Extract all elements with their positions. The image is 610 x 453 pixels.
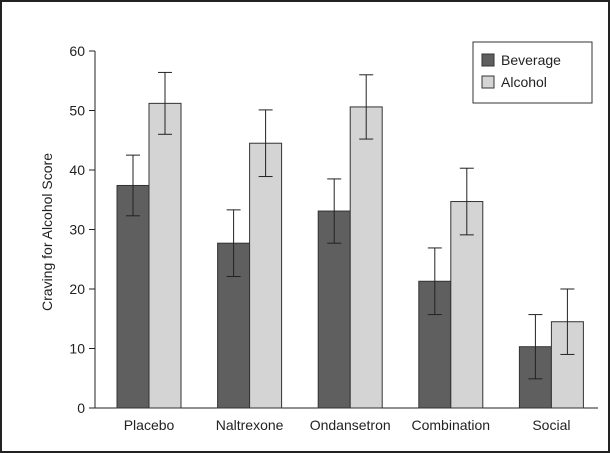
y-tick-label-3: 30: [69, 222, 85, 238]
legend: Beverage Alcohol: [472, 41, 593, 104]
legend-label-beverage: Beverage: [501, 52, 561, 68]
bar-beverage-ondansetron: [317, 210, 351, 409]
y-tick-label-5: 50: [69, 103, 85, 119]
y-tick-label-0: 0: [77, 400, 85, 416]
y-axis: 0 10 20 30 40 50 60: [69, 43, 96, 416]
legend-swatch-alcohol: [481, 75, 495, 89]
y-tick-label-6: 60: [69, 43, 85, 59]
y-tick-label-2: 20: [69, 281, 85, 297]
category-labels: Placebo Naltrexone Ondansetron Combination S…: [124, 417, 571, 433]
bar-alcohol-combination: [450, 201, 484, 409]
bars-group: [116, 102, 584, 409]
bar-alcohol-naltrexone: [249, 142, 283, 409]
legend-label-alcohol: Alcohol: [501, 74, 547, 90]
legend-box: [472, 41, 593, 104]
error-bars-group: [126, 71, 575, 380]
bar-alcohol-placebo: [148, 102, 182, 409]
category-label-social: Social: [532, 417, 570, 433]
y-tick-label-4: 40: [69, 162, 85, 178]
legend-swatch-beverage: [481, 53, 495, 67]
bar-alcohol-ondansetron: [349, 106, 383, 409]
category-label-placebo: Placebo: [124, 417, 175, 433]
category-label-naltrexone: Naltrexone: [216, 417, 284, 433]
category-label-ondansetron: Ondansetron: [310, 417, 391, 433]
y-axis-label: Craving for Alcohol Score: [39, 153, 55, 311]
y-tick-label-1: 10: [69, 341, 85, 357]
category-label-combination: Combination: [411, 417, 490, 433]
bar-beverage-placebo: [116, 184, 150, 409]
